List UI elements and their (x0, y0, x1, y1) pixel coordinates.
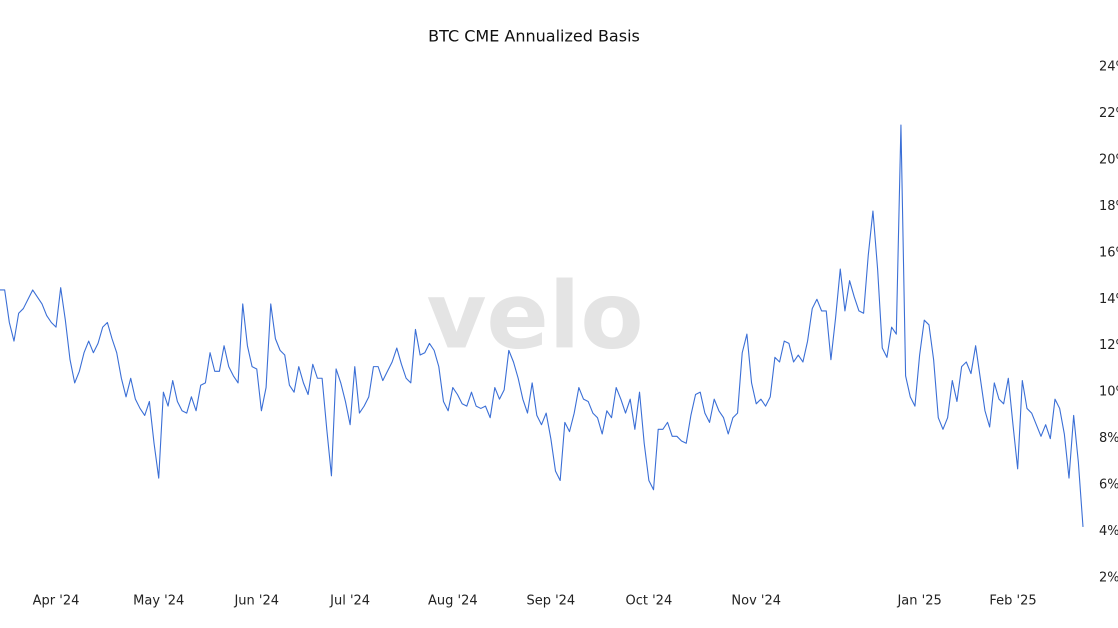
y-tick-label: 20% (1099, 152, 1118, 167)
x-tick-label: Jun '24 (233, 594, 279, 609)
y-tick-label: 12% (1099, 338, 1118, 353)
x-tick-label: Sep '24 (526, 594, 575, 609)
x-tick-label: Oct '24 (625, 594, 672, 609)
y-tick-label: 10% (1099, 385, 1118, 400)
y-tick-label: 16% (1099, 245, 1118, 260)
x-tick-label: Apr '24 (33, 594, 80, 609)
y-tick-label: 8% (1099, 431, 1118, 446)
chart-title: BTC CME Annualized Basis (428, 27, 640, 46)
x-tick-label: Aug '24 (428, 594, 478, 609)
y-tick-label: 14% (1099, 292, 1118, 307)
x-tick-label: Nov '24 (731, 594, 781, 609)
x-tick-label: Jan '25 (896, 594, 941, 609)
y-tick-label: 22% (1099, 106, 1118, 121)
watermark: velo (426, 262, 643, 369)
y-tick-label: 18% (1099, 199, 1118, 214)
y-tick-label: 24% (1099, 60, 1118, 75)
x-tick-label: Feb '25 (989, 594, 1036, 609)
y-tick-label: 2% (1099, 571, 1118, 586)
x-tick-label: Jul '24 (329, 594, 370, 609)
y-tick-label: 4% (1099, 524, 1118, 539)
x-tick-label: May '24 (133, 594, 184, 609)
y-tick-label: 6% (1099, 478, 1118, 493)
line-series (0, 124, 1084, 527)
